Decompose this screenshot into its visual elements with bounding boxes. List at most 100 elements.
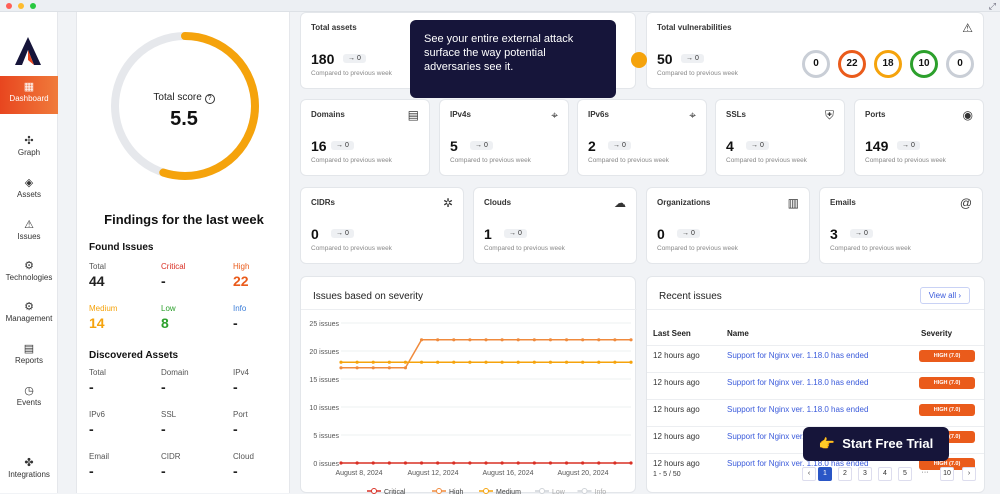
clouds-card[interactable]: Clouds ☁ 1 → 0 Compared to previous week (473, 187, 637, 264)
data-point (532, 338, 536, 342)
found-value: - (161, 273, 166, 289)
compare-text: Compared to previous week (726, 157, 807, 164)
organizations-card[interactable]: Organizations ▥ 0 → 0 Compared to previous w… (646, 187, 810, 264)
data-point (581, 360, 585, 364)
sidebar-item-dashboard[interactable]: ▦ Dashboard (0, 76, 58, 114)
asset-value: - (89, 421, 94, 437)
legend-label: High (449, 489, 464, 494)
compare-text: Compared to previous week (484, 245, 565, 252)
severity-count-circle[interactable]: 0 (802, 50, 830, 78)
asset-value: - (161, 421, 166, 437)
severity-count-circle[interactable]: 0 (946, 50, 974, 78)
data-point (629, 338, 633, 342)
severity-chart-panel: Issues based on severity 25 issues 20 iss… (300, 276, 637, 494)
issue-name-link[interactable]: Support for Nginx ver. 1.18.0 has ended (727, 432, 869, 441)
view-all-button[interactable]: View all › (919, 287, 970, 304)
page-button[interactable]: ‹ (802, 467, 816, 481)
data-point (468, 360, 472, 364)
card-value: 16 (311, 138, 327, 154)
change-badge: → 0 (677, 229, 700, 238)
data-point (581, 461, 585, 465)
compare-text: Compared to previous week (311, 70, 392, 77)
issue-name-link[interactable]: Support for Nginx ver. 1.18.0 has ended (727, 459, 869, 468)
severity-badge: HIGH (7.0) (919, 404, 975, 416)
card-value: 4 (726, 138, 734, 154)
severity-count-circle[interactable]: 10 (910, 50, 938, 78)
col-name[interactable]: Name (727, 329, 749, 338)
ports-card[interactable]: Ports ◉ 149 → 0 Compared to previous week (854, 99, 984, 176)
sidebar-item-integrations[interactable]: ✤ Integrations (0, 452, 58, 490)
warning-icon: ⚠ (962, 21, 973, 35)
data-point (548, 360, 553, 364)
maximize-window-dot[interactable] (30, 3, 36, 9)
data-point (371, 360, 375, 364)
ipv6s-card[interactable]: IPv6s ⌖ 2 → 0 Compared to previous week (577, 99, 707, 176)
found-label: Medium (89, 304, 118, 313)
sidebar-item-issues[interactable]: ⚠ Issues (0, 214, 58, 252)
sidebar-item-assets[interactable]: ◈ Assets (0, 172, 58, 210)
page-button[interactable]: 1 (818, 467, 832, 481)
page-button[interactable]: 10 (940, 467, 954, 481)
emails-card[interactable]: Emails @3 → 0 Compared to previous week (819, 187, 983, 264)
location-pin-icon: ⌖ (551, 108, 558, 122)
sidebar-item-label: Technologies (5, 273, 53, 282)
recent-issues-title: Recent issues (659, 291, 722, 302)
data-point (613, 338, 617, 342)
issue-name-link[interactable]: Support for Nginx ver. 1.18.0 has ended (727, 405, 869, 414)
sidebar-item-events[interactable]: ◷ Events (0, 380, 58, 418)
page-button[interactable]: ··· (921, 469, 929, 476)
domains-card[interactable]: Domains ▤ 16 → 0 Compared to previous week (300, 99, 430, 176)
total-score-gauge (111, 32, 259, 180)
severity-count-circle[interactable]: 22 (838, 50, 866, 78)
asset-label: Domain (161, 368, 189, 377)
change-badge: → 0 (897, 141, 920, 150)
sidebar-item-label: Reports (14, 356, 43, 365)
technologies-icon: ⚙ (24, 260, 34, 272)
y-tick-label: 5 issues (313, 433, 339, 440)
col-severity[interactable]: Severity (921, 329, 953, 338)
page-button[interactable]: › (962, 467, 976, 481)
data-point (629, 360, 633, 364)
assets-icon: ◈ (24, 177, 34, 189)
severity-count-circle[interactable]: 18 (874, 50, 902, 78)
severity-line-chart: 25 issues 20 issues 15 issues 10 issues 5 is… (309, 321, 633, 494)
ipv4s-card[interactable]: IPv4s ⌖ 5 → 0 Compared to previous week (439, 99, 569, 176)
tooltip-hotspot[interactable] (631, 52, 647, 68)
issue-name-link[interactable]: Support for Nginx ver. 1.18.0 has ended (727, 351, 869, 360)
sidebar-item-technologies[interactable]: ⚙ Technologies (0, 255, 58, 293)
minimize-window-dot[interactable] (18, 3, 24, 9)
page-button[interactable]: 4 (878, 467, 892, 481)
cidrs-card[interactable]: CIDRs ✲ 0 → 0 Compared to previous week (300, 187, 464, 264)
compare-text: Compared to previous week (830, 245, 911, 252)
close-window-dot[interactable] (6, 3, 12, 9)
sidebar: ▦ Dashboard ✣ Graph ◈ Assets ⚠ Issues ⚙ Technolog… (0, 12, 58, 493)
reports-icon: ▤ (23, 343, 35, 355)
card-title: Clouds (484, 198, 512, 207)
sidebar-item-management[interactable]: ⚙ Management (0, 296, 58, 334)
col-last-seen[interactable]: Last Seen (653, 329, 691, 338)
data-point (452, 338, 456, 342)
start-free-trial-button[interactable]: 👉 Start Free Trial (803, 427, 949, 461)
asset-value: - (233, 379, 238, 395)
issue-name-link[interactable]: Support for Nginx ver. 1.18.0 has ended (727, 378, 869, 387)
found-value: 44 (89, 273, 105, 289)
asset-ipv6: IPv6 - (89, 410, 105, 437)
change-badge: → 0 (681, 54, 704, 63)
data-point (355, 360, 359, 364)
card-title: Total assets (311, 23, 357, 32)
found-value: 22 (233, 273, 249, 289)
found-issues-title: Found Issues (89, 242, 154, 253)
asset-label: Port (233, 410, 248, 419)
asset-cidr: CIDR - (161, 452, 181, 479)
ssls-card[interactable]: SSLs ⛨ 4 → 0 Compared to previous week (715, 99, 845, 176)
chart-title: Issues based on severity (313, 291, 424, 302)
asset-label: Cloud (233, 452, 254, 461)
sidebar-item-reports[interactable]: ▤ Reports (0, 338, 58, 376)
page-button[interactable]: 2 (838, 467, 852, 481)
page-button[interactable]: 3 (858, 467, 872, 481)
info-icon[interactable]: ? (204, 94, 215, 104)
page-button[interactable]: 5 (898, 467, 912, 481)
expand-icon[interactable]: ⤢ (988, 1, 996, 11)
network-icon: ✲ (442, 196, 453, 210)
sidebar-item-graph[interactable]: ✣ Graph (0, 130, 58, 168)
